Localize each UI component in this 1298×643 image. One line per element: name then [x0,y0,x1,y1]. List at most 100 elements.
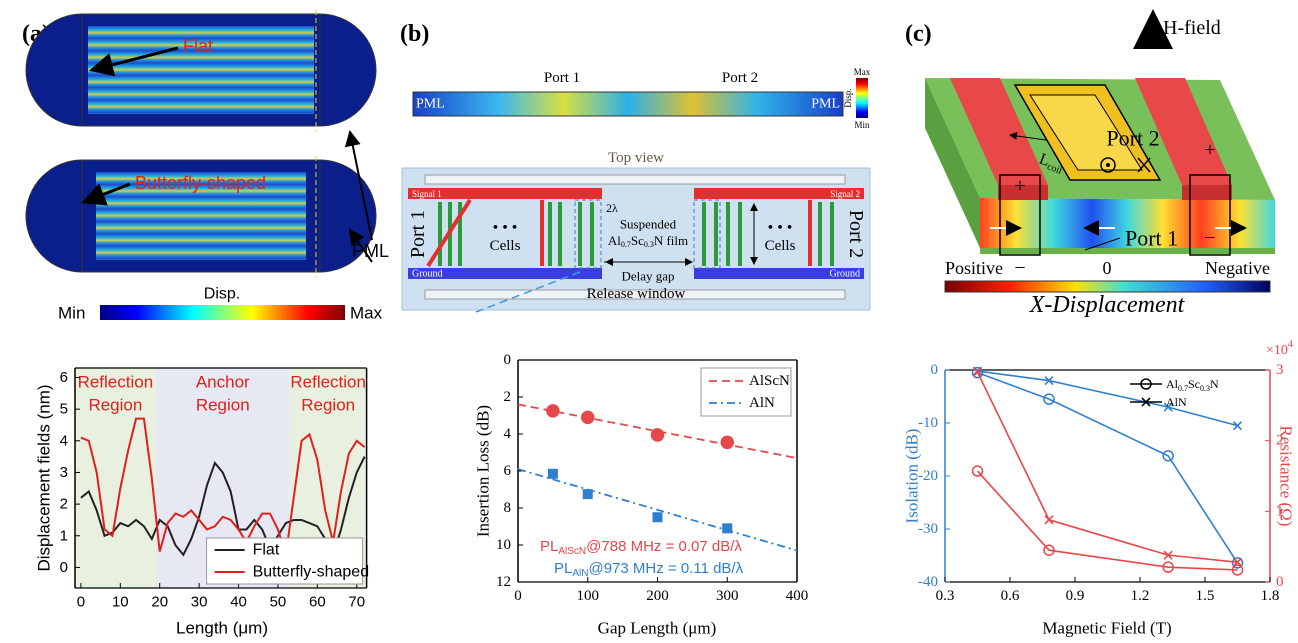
x-tick-label: 20 [151,594,168,611]
region-label: Reflection [290,373,366,392]
y-tick-label: 5 [60,401,68,418]
y-tick-label: 8 [504,500,512,516]
chart: 0 100 200 300 400 0 2 4 6 8 10 12 Gap Length (μm) Ins… [474,352,809,638]
label-top-view: Top view [608,150,664,166]
region-label: Region [301,396,355,415]
panel-label: (b) [400,21,429,47]
x-tick-label: 100 [577,588,600,604]
label-release-window: Release window [587,286,686,302]
y-axis-label: Isolation (dB) [903,429,922,524]
label-h-field: H-field [1163,17,1221,39]
x-tick-label: 30 [191,594,208,611]
line [80,456,366,558]
text: 0.7 [1178,384,1188,393]
y-tick-label: 2 [504,389,512,405]
delay-line-simulation [412,91,844,117]
text: PL [540,538,558,555]
y-tick-label: 1 [60,527,68,544]
point [1163,402,1173,412]
x-tick-label: 0 [514,588,522,604]
x-tick-label: 1.8 [1261,588,1280,604]
point [972,367,983,377]
text: 0.3 [644,240,654,249]
arrow [89,46,179,77]
x-axis-label: Magnetic Field (T) [1042,619,1171,638]
label-port: Port 1 [1125,226,1178,251]
x-tick-label: 400 [786,588,809,604]
rich-text: PLAlScN@788 MHz = 0.07 dB/λ [540,538,742,558]
y-axis-label: Insertion Loss (dB) [474,405,493,537]
rich-text: ×104 [1266,339,1293,358]
legend-box [700,367,792,417]
top-view-schematic [401,167,871,313]
x-tick-label: 0 [77,594,85,611]
text: Sc [1188,377,1200,391]
x-tick-label: 50 [270,594,287,611]
arrow [348,228,373,263]
region-label: Region [88,396,142,415]
text: AlScN [558,546,586,557]
y-tick-label: -40 [918,574,938,590]
x-axis-label: Gap Length (μm) [598,619,717,638]
label-flat: Flat [183,36,213,56]
point [971,366,984,379]
text: 0.7 [621,240,631,249]
arrow [81,182,131,206]
label-signal: Signal 1 [412,189,442,199]
label-sign: + [1204,139,1215,161]
y-tick-label: 4 [504,426,512,442]
y-tick-label: -20 [918,468,938,484]
point [1043,393,1055,405]
point [582,489,593,500]
label-port: Port 1 [407,210,429,258]
colorbar-title: Disp. [843,88,853,107]
text: AlN [572,568,588,579]
x-tick-label: 200 [646,588,669,604]
y2-tick-label: 2 [1276,433,1284,449]
line [80,417,366,556]
chart: Reflection Region Anchor Region Reflection Re… [35,367,370,638]
label-pml: PML [811,97,840,112]
x-tick-label: 0.9 [1066,588,1085,604]
colorbar-min: Min [854,120,870,130]
point [971,465,984,477]
region [75,368,156,588]
x-tick-label: 40 [230,594,247,611]
x-tick-label: 0.6 [1001,588,1020,604]
label-port: Port 2 [845,210,867,258]
point [1163,550,1173,560]
y-tick-label: 0 [504,352,512,368]
legend-label: Butterfly-shaped [253,564,370,581]
colorbar-min: Min [58,304,85,323]
panel-label: (c) [905,21,932,47]
point [650,428,665,442]
point [1231,557,1244,569]
y2-tick-label: 0 [1276,574,1284,590]
region-label: Region [196,396,250,415]
label-port: Port 2 [1106,126,1159,151]
line [976,470,1238,571]
point [547,468,558,479]
text: Sc [631,233,644,248]
label-butterfly: Butterfly-shaped [135,173,266,193]
y-tick-label: 3 [60,464,68,481]
point [581,410,595,425]
y-tick-label: 0 [60,559,68,576]
text: 0.3 [1200,384,1210,393]
dots: • • • [768,220,793,237]
colorbar-negative: Negative [1205,258,1270,278]
label-ground: Ground [829,269,860,280]
dots: • • • [493,220,518,237]
point [546,404,560,418]
y-tick-label: 4 [60,432,68,449]
y2-tick-label: 1 [1276,503,1284,519]
x-tick-label: 1.5 [1196,588,1215,604]
line [977,371,1239,564]
line [517,403,798,459]
label-pml: PML [416,97,445,112]
region-label: Reflection [78,373,154,392]
text: @788 MHz = 0.07 dB/λ [586,538,742,555]
point [720,435,734,450]
point [722,523,733,534]
label-film: Al0.7Sc0.3N film [608,233,688,250]
